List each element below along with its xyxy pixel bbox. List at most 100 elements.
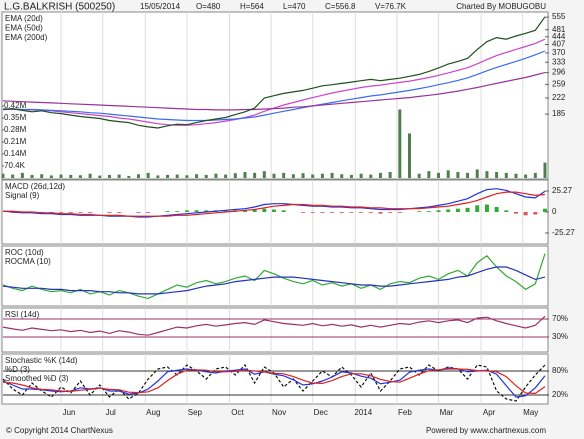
histogram-bar: [136, 212, 141, 213]
y-tick-label: 370: [552, 48, 566, 57]
y-tick-label: 296: [552, 68, 566, 77]
price-line: [2, 16, 546, 129]
ohlcv-label: O=480: [196, 2, 221, 11]
histogram-bar: [494, 207, 499, 212]
volume-bar: [485, 171, 489, 178]
volume-bar: [40, 174, 44, 178]
volume-bar: [59, 174, 63, 178]
volume-bar: [388, 172, 392, 178]
histogram-bar: [107, 212, 112, 213]
volume-bar: [340, 174, 344, 178]
volume-bar: [543, 162, 547, 178]
histogram-bar: [262, 208, 267, 212]
volume-bar: [495, 172, 499, 178]
volume-bar: [456, 172, 460, 178]
volume-bar: [127, 175, 131, 178]
volume-bar: [504, 172, 508, 178]
volume-bar: [378, 172, 382, 178]
volume-bar: [301, 173, 305, 178]
volume-bar: [291, 174, 295, 178]
series-line: [2, 253, 546, 300]
volume-tick-label: 0.28M: [4, 125, 27, 134]
histogram-bar: [320, 212, 325, 213]
series-line: [2, 368, 546, 395]
histogram-bar: [455, 208, 460, 212]
volume-bar: [437, 172, 441, 178]
panel: [1, 307, 549, 353]
histogram-bar: [504, 210, 509, 212]
volume-bar: [146, 172, 150, 178]
volume-bar: [175, 174, 179, 178]
x-tick-label: Feb: [398, 408, 412, 417]
volume-tick-label: 0.21M: [4, 137, 27, 146]
ohlcv-label: C=556.8: [325, 2, 356, 11]
volume-bar: [49, 175, 53, 178]
legend-entry: RSI (14d): [5, 310, 40, 319]
series-line: [3, 191, 546, 217]
histogram-bar: [301, 212, 306, 213]
volume-bar: [253, 172, 257, 178]
volume-bar: [156, 175, 160, 178]
volume-bar: [69, 174, 73, 178]
volume-bar: [11, 174, 15, 178]
histogram-bar: [397, 212, 402, 213]
volume-bar: [320, 173, 324, 178]
volume-bar: [20, 172, 24, 178]
x-tick-label: Sep: [188, 408, 203, 417]
histogram-bar: [359, 212, 364, 213]
y-tick-label: 20%: [552, 390, 568, 399]
histogram-bar: [59, 212, 64, 213]
histogram-bar: [194, 210, 199, 212]
histogram-bar: [242, 210, 247, 212]
series-line: [2, 266, 546, 295]
legend-entry: MACD (26d,12d): [5, 182, 65, 191]
chart-title: L.G.BALKRISH (500250): [4, 2, 115, 13]
y-tick-label: 222: [552, 93, 566, 102]
histogram-bar: [204, 210, 209, 212]
volume-bar: [214, 173, 218, 178]
x-tick-label: 2014: [354, 408, 372, 417]
histogram-bar: [417, 211, 422, 212]
volume-bar: [185, 175, 189, 178]
volume-bar: [107, 174, 111, 178]
volume-bar: [330, 172, 334, 178]
histogram-bar: [175, 211, 180, 212]
y-tick-label: 259: [552, 80, 566, 89]
legend-entry: EMA (200d): [5, 33, 48, 42]
legend-entry: %D (3): [5, 365, 30, 374]
credit: Charted By MOBUGOBU: [456, 2, 546, 11]
legend-entry: Smoothed %D (3): [5, 374, 69, 383]
volume-bar: [446, 170, 450, 178]
histogram-bar: [349, 212, 354, 213]
histogram-bar: [543, 208, 547, 212]
y-tick-label: 333: [552, 57, 566, 66]
volume-tick-label: 0.42M: [4, 101, 27, 110]
y-tick-label: 185: [552, 109, 566, 118]
histogram-bar: [523, 212, 528, 216]
volume-bar: [166, 174, 170, 178]
panel: [1, 353, 549, 405]
volume-bar: [408, 133, 411, 178]
volume-bar: [30, 174, 34, 178]
y-tick-label: 407: [552, 40, 566, 49]
legend-entry: EMA (20d): [5, 14, 43, 23]
volume-bar: [417, 173, 421, 178]
volume-tick-label: 0.35M: [4, 113, 27, 122]
histogram-bar: [533, 212, 538, 215]
volume-bar: [243, 172, 247, 178]
x-tick-label: Mar: [440, 408, 454, 417]
volume-bar: [398, 109, 402, 178]
y-tick-label: 70%: [552, 314, 568, 323]
y-tick-label: -25.27: [552, 228, 575, 237]
volume-bar: [311, 174, 315, 178]
histogram-bar: [513, 212, 518, 214]
histogram-bar: [272, 209, 276, 212]
histogram-bar: [88, 212, 93, 213]
volume-bar: [204, 174, 208, 178]
series-line: [2, 72, 546, 111]
volume-bar: [533, 172, 537, 178]
histogram-bar: [184, 210, 189, 212]
histogram-bar: [475, 205, 480, 212]
volume-bar: [262, 171, 266, 178]
